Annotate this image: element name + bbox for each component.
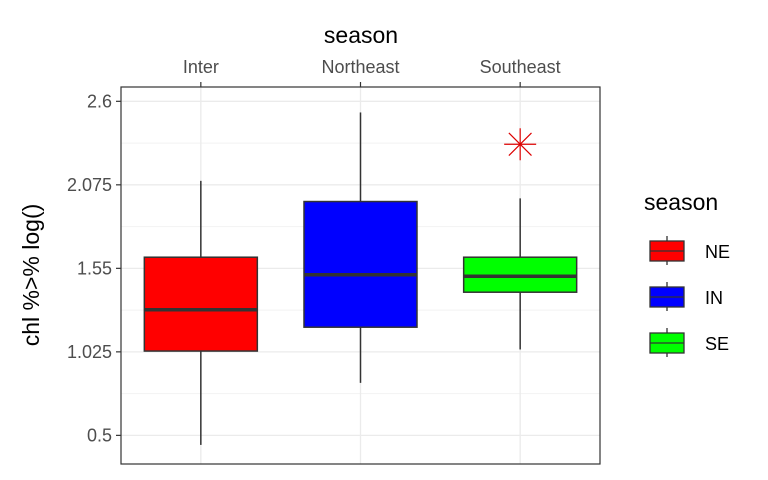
asterisk-stroke [508,132,532,157]
box-southeast [462,198,578,350]
legend-item-label: IN [705,288,723,308]
x-tick-label: Inter [183,57,219,77]
legend-item-ne: NE [649,236,730,265]
box-body [303,200,418,328]
box-inter [143,180,259,445]
x-tick-label: Northeast [321,57,399,77]
box-body [143,256,259,352]
y-tick-label: 2.075 [67,175,112,195]
chart-title: season [324,22,398,48]
y-axis-label: chl %>% log() [18,204,44,347]
outlier-asterisk [504,128,537,161]
legend-item-label: NE [705,242,730,262]
legend-item-se: SE [649,328,729,357]
x-tick-label: Southeast [480,57,561,77]
y-tick-label: 0.5 [87,425,112,445]
legend: season NE IN SE [644,189,730,357]
box-northeast [303,112,418,383]
legend-title: season [644,189,718,215]
y-tick-label: 2.6 [87,91,112,111]
x-axis: Inter Northeast Southeast [183,57,561,87]
y-axis: 0.5 1.025 1.55 2.075 2.6 [67,91,121,445]
legend-item-in: IN [649,282,723,311]
box-series [143,112,578,445]
y-tick-label: 1.025 [67,342,112,362]
outlier-points [504,128,537,161]
y-tick-label: 1.55 [77,258,112,278]
plot-panel [120,86,601,465]
legend-item-label: SE [705,334,729,354]
